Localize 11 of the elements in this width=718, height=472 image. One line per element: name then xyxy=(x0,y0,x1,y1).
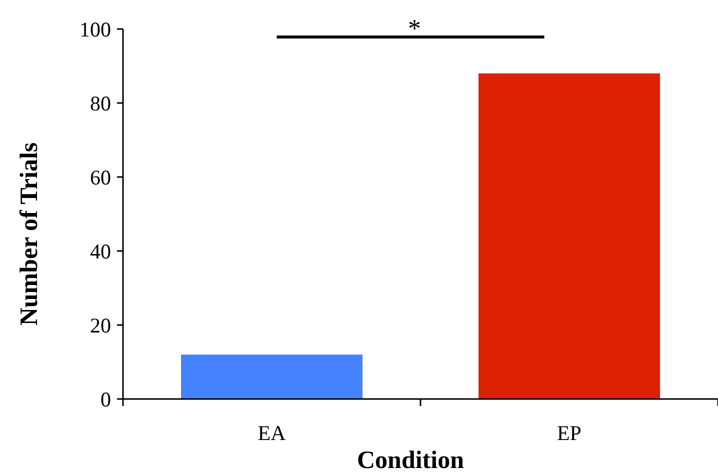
x-tick-label: EP xyxy=(556,421,582,445)
annotation: * xyxy=(408,14,421,43)
y-tick-label: 0 xyxy=(100,387,111,412)
y-axis-title: Number of Trials xyxy=(16,142,43,326)
y-tick-label: 20 xyxy=(90,313,111,338)
y-tick-label: 100 xyxy=(80,17,111,42)
y-tick-label: 80 xyxy=(90,91,111,116)
y-tick-label: 60 xyxy=(90,165,111,190)
x-axis-title: Condition xyxy=(357,447,464,472)
y-tick-label: 40 xyxy=(90,239,111,264)
x-tick-label: EA xyxy=(258,421,287,445)
